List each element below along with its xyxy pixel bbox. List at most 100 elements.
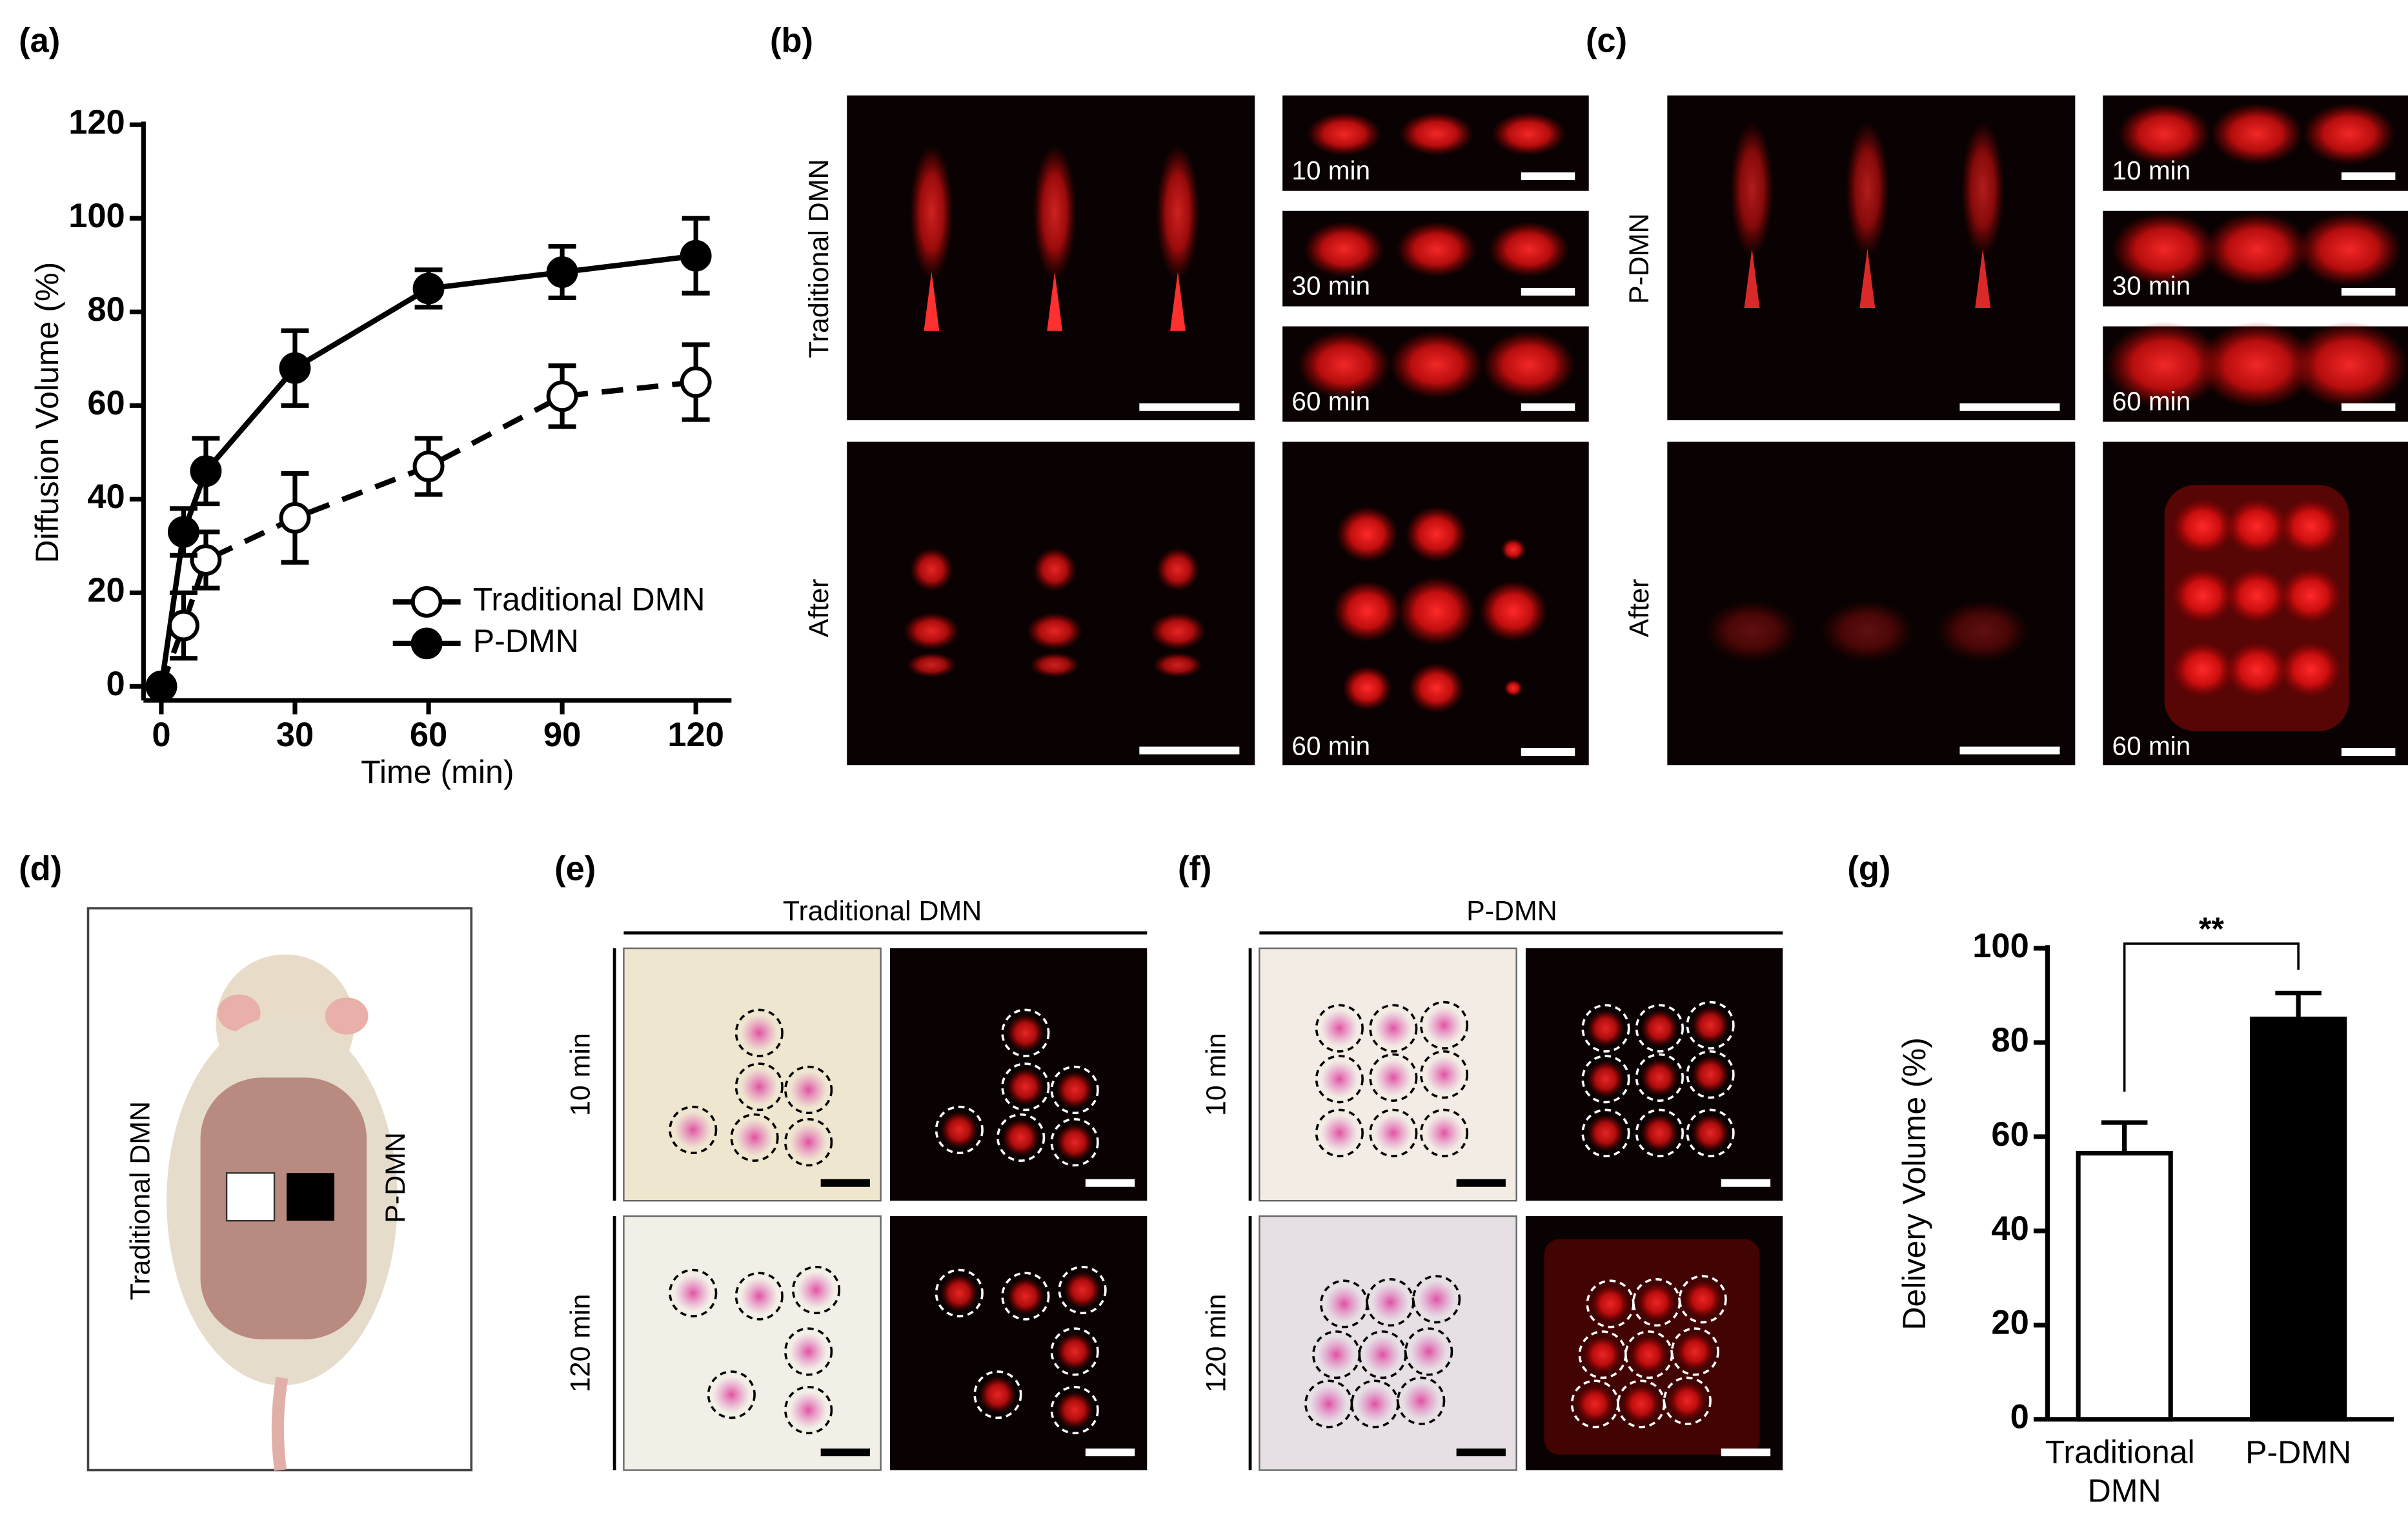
fluorescence-spot <box>940 1274 978 1312</box>
spot-outline <box>784 1065 833 1115</box>
spot-outline <box>1581 1108 1630 1157</box>
pink-spot <box>1375 1114 1412 1152</box>
x-tick-label: Traditional DMN <box>2045 1434 2204 1509</box>
fluorescence-spot <box>1592 1285 1629 1323</box>
spot-outline <box>669 1105 718 1155</box>
mouse-tail <box>271 1376 288 1471</box>
marker <box>412 451 445 482</box>
spot-outline <box>1663 1376 1712 1425</box>
fluorescence-spot <box>1668 1382 1706 1419</box>
marker <box>680 239 712 272</box>
mouse-ear <box>325 997 369 1035</box>
fluorescence-spot <box>1845 121 1889 258</box>
bar <box>2250 1016 2347 1422</box>
label-line: Traditional <box>2045 1434 2204 1470</box>
fluorescence-spot <box>1504 680 1523 696</box>
group-title: Traditional DMN <box>783 896 982 927</box>
needle <box>924 271 940 331</box>
marker <box>412 272 445 305</box>
needle <box>1170 271 1186 331</box>
spot-outline <box>1581 1055 1630 1104</box>
spot-outline <box>1050 1327 1099 1376</box>
panel-label: (c) <box>1586 23 1627 60</box>
x-tick-label: 30 <box>276 716 314 754</box>
fluorescence-spot <box>2204 212 2309 287</box>
fluorescence-spot <box>2211 103 2303 165</box>
significance-label: ** <box>2199 911 2224 947</box>
y-tick-label: 60 <box>1991 1116 2029 1153</box>
spot-outline <box>784 1117 833 1167</box>
pink-spot <box>1356 1385 1393 1423</box>
time-label: 10 min <box>2112 156 2191 185</box>
fluorescence-spot <box>1033 548 1077 591</box>
y-tick-label: 100 <box>1972 928 2029 965</box>
spot-outline <box>784 1385 833 1435</box>
photo-label: Traditional DMN <box>125 1101 156 1300</box>
spot-outline <box>1578 1330 1627 1379</box>
spot-outline <box>1315 1108 1364 1157</box>
error-bar <box>2101 1120 2148 1153</box>
significance-bracket <box>2123 942 2300 1092</box>
spot-outline <box>1058 1265 1107 1315</box>
fluorescence-spot <box>2112 212 2217 287</box>
y-tick-label: 80 <box>87 291 125 329</box>
time-label: 60 min <box>1291 731 1370 761</box>
scale-bar <box>2341 748 2396 756</box>
fluorescence-spot <box>907 653 956 678</box>
shaved-skin <box>200 1077 367 1339</box>
fluorescence-spot <box>1304 221 1384 278</box>
spot-outline <box>1635 1004 1684 1053</box>
fluorescence-spot <box>1676 1333 1714 1370</box>
spot-outline <box>1397 1376 1446 1425</box>
pink-spot <box>1375 1059 1412 1097</box>
fluorescence-spot <box>1007 1277 1044 1315</box>
fluorescence-spot <box>1492 112 1566 156</box>
marker <box>190 544 222 576</box>
spot-outline <box>1686 1108 1735 1157</box>
scale-bar <box>1521 403 1575 411</box>
scale-bar <box>820 1179 870 1187</box>
row-label: P-DMN <box>1624 213 1655 304</box>
fluorescence-spot <box>2296 212 2402 287</box>
fluorescence-spot <box>1584 1336 1621 1374</box>
spot-outline <box>1678 1275 1727 1324</box>
row-label: 120 min <box>565 1294 596 1392</box>
fluorescence-spot <box>1408 663 1464 713</box>
pink-spot <box>1410 1333 1448 1370</box>
scale-bar <box>1456 1179 1506 1187</box>
y-tick-label: 80 <box>1991 1022 2029 1059</box>
pink-spot <box>1320 1061 1358 1098</box>
fluorescence-spot <box>2226 642 2288 698</box>
needle <box>1859 249 1876 308</box>
scale-bar <box>1521 172 1575 181</box>
spot-outline <box>707 1370 756 1419</box>
pink-spot <box>1425 1114 1463 1152</box>
spot-outline <box>935 1268 984 1317</box>
pink-spot <box>1425 1056 1463 1093</box>
panel-label: (g) <box>1847 851 1890 888</box>
fluorescence-spot <box>1730 121 1774 258</box>
spot-outline <box>1319 1279 1369 1328</box>
spot-outline <box>1315 1004 1364 1053</box>
time-label: 30 min <box>2112 271 2191 301</box>
pink-spot <box>1310 1385 1348 1423</box>
scale-bar <box>1139 403 1240 411</box>
fluorescence-spot <box>1821 600 1914 662</box>
x-tick-label: P-DMN <box>2245 1434 2351 1470</box>
content: (a) (b) (c) (d) (e) (f) (g) 0 20 40 60 80 100 120 0 30 6… <box>19 23 2408 1509</box>
spot-outline <box>1050 1065 1099 1115</box>
fluorescence-spot <box>1056 1333 1093 1370</box>
pink-spot <box>736 1119 773 1157</box>
fluorescence-spot <box>1692 1114 1729 1152</box>
spot-outline <box>1686 1050 1735 1099</box>
scale-bar <box>1959 746 2060 755</box>
fluorescence-spot <box>2106 321 2223 408</box>
spot-outline <box>1581 1004 1630 1053</box>
fluorescence-spot <box>1030 653 1080 678</box>
row-label: Traditional DMN <box>804 159 835 358</box>
x-tick-label: 0 <box>152 716 170 754</box>
pink-spot <box>789 1333 827 1370</box>
patch-traditional <box>225 1172 276 1222</box>
fluorescence-spot <box>1399 112 1473 156</box>
